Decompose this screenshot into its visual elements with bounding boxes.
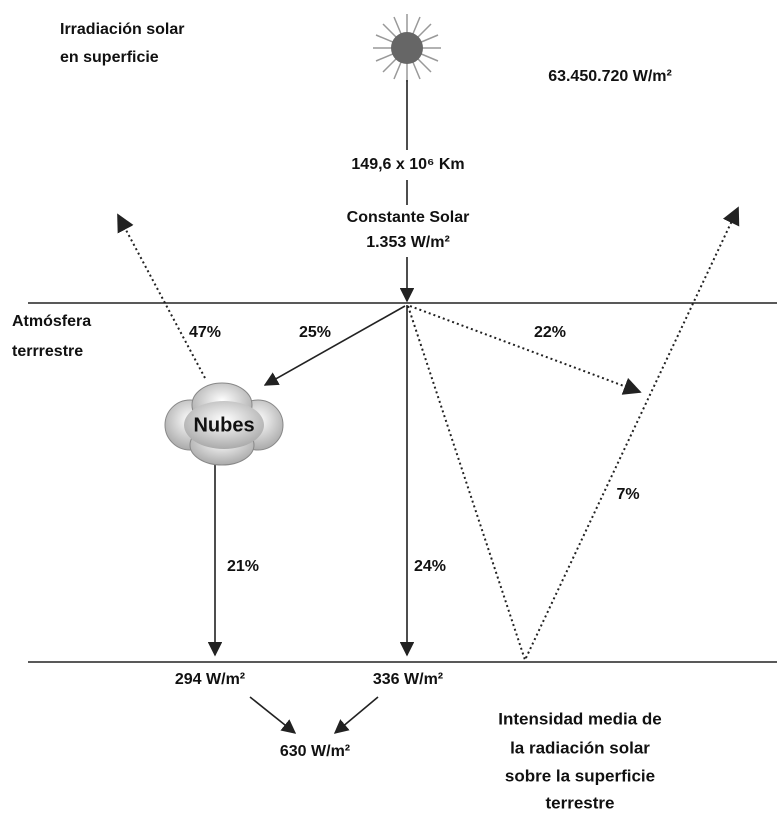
solar-constant-label: Constante Solar bbox=[347, 209, 470, 226]
cloud-reflection bbox=[117, 213, 206, 379]
distance: 149,6 x 10⁶ Km bbox=[351, 156, 464, 173]
atmosphere-label: Atmósfera bbox=[12, 313, 91, 330]
caption: la radiación solar bbox=[510, 738, 650, 757]
surface-total: 630 W/m² bbox=[280, 743, 350, 760]
sun-power: 63.450.720 W/m² bbox=[548, 68, 672, 85]
surface-value: 336 W/m² bbox=[373, 671, 443, 688]
title: en superficie bbox=[60, 49, 159, 66]
caption: terrestre bbox=[546, 793, 615, 812]
caption: Intensidad media de bbox=[498, 709, 661, 728]
atmosphere-label: terrrestre bbox=[12, 343, 83, 360]
percent: 7% bbox=[616, 486, 639, 503]
sun bbox=[373, 14, 441, 82]
sum-arrow bbox=[333, 696, 379, 734]
cloud bbox=[164, 382, 284, 466]
surface-value: 294 W/m² bbox=[175, 671, 245, 688]
cloud-label: Nubes bbox=[193, 414, 254, 436]
percent: 22% bbox=[534, 324, 566, 341]
sum-arrow bbox=[249, 696, 297, 734]
cloud-ray bbox=[263, 305, 406, 386]
scatter-ray bbox=[409, 305, 642, 395]
ground-reflection bbox=[407, 206, 740, 663]
title: Irradiación solar bbox=[60, 21, 185, 38]
caption: sobre la superficie bbox=[505, 766, 655, 785]
percent: 21% bbox=[227, 558, 259, 575]
percent: 47% bbox=[189, 324, 221, 341]
percent: 25% bbox=[299, 324, 331, 341]
solar-constant-value: 1.353 W/m² bbox=[366, 234, 450, 251]
percent: 24% bbox=[414, 558, 446, 575]
